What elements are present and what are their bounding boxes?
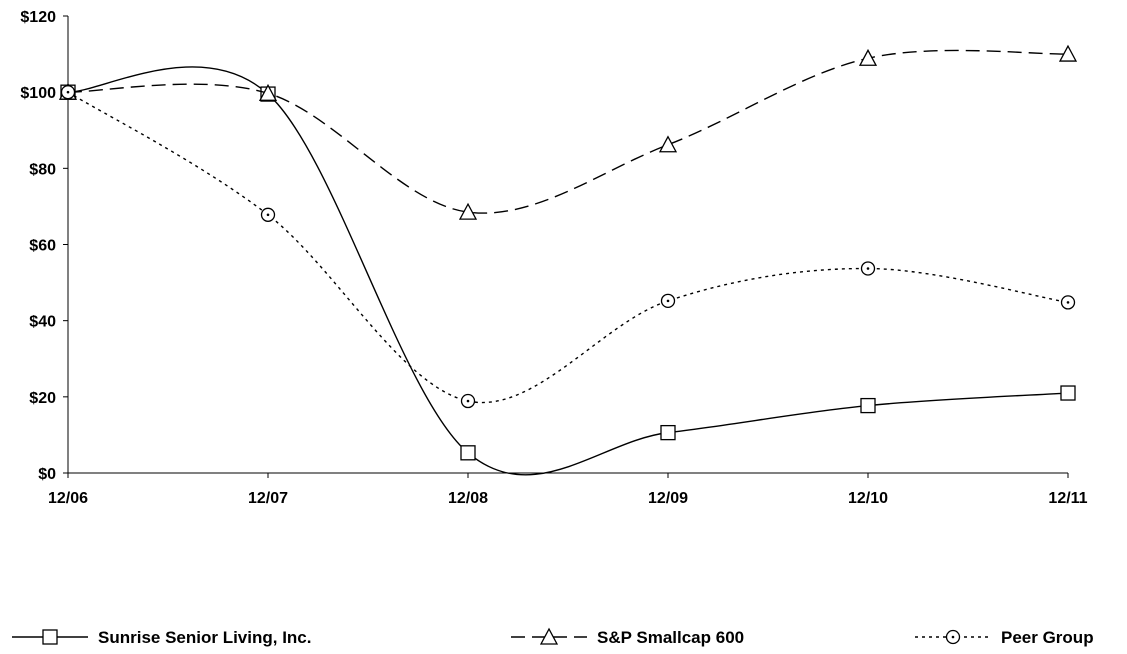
data-point-triangle (458, 202, 478, 220)
legend-label: Peer Group (1001, 628, 1094, 647)
series-line (67, 66, 1069, 476)
x-tick-label: 12/08 (448, 490, 488, 507)
x-axis: 12/06 12/07 12/08 12/09 12/10 12/11 (48, 472, 1088, 507)
series-line (67, 49, 1069, 214)
data-point-square (860, 397, 876, 414)
data-point-circle (660, 293, 676, 309)
y-tick-label: $40 (29, 314, 56, 331)
legend-item: Peer Group (915, 628, 1094, 647)
plot-series (58, 44, 1078, 476)
y-tick-label: $120 (20, 9, 56, 26)
y-tick-label: $20 (29, 390, 56, 407)
series-square (60, 66, 1076, 476)
x-tick-label: 12/10 (848, 490, 888, 507)
y-tick-label: $60 (29, 238, 56, 255)
x-tick-label: 12/06 (48, 490, 88, 507)
series-triangle (58, 44, 1078, 220)
data-point-square (460, 445, 476, 461)
x-tick-label: 12/09 (648, 490, 688, 507)
data-point-circle (260, 207, 276, 222)
data-point-square (660, 424, 676, 441)
data-point-square (1060, 385, 1076, 401)
y-tick-label: $100 (20, 85, 56, 102)
data-point-circle (60, 85, 76, 100)
x-tick-label: 12/11 (1048, 490, 1087, 507)
legend-item: Sunrise Senior Living, Inc. (12, 628, 312, 647)
y-tick-label: $80 (29, 161, 56, 178)
series-circle (60, 85, 1076, 409)
x-tick-label: 12/07 (248, 490, 288, 507)
data-point-circle (460, 393, 476, 409)
data-point-circle (860, 261, 876, 276)
data-point-triangle (1058, 44, 1078, 62)
data-point-triangle (658, 135, 678, 153)
legend-marker-square (42, 629, 58, 645)
data-point-triangle (858, 48, 878, 66)
y-axis: $0 $20 $40 $60 $80 $100 $120 (20, 9, 69, 483)
series-line (67, 91, 1069, 404)
y-tick-label: $0 (38, 466, 56, 483)
data-point-triangle (258, 83, 278, 101)
legend-marker-triangle (539, 627, 559, 645)
legend-label: S&P Smallcap 600 (597, 628, 744, 647)
data-point-circle (1060, 295, 1076, 310)
legend: Sunrise Senior Living, Inc. S&P Smallcap … (12, 627, 1094, 647)
legend-label: Sunrise Senior Living, Inc. (98, 628, 312, 647)
legend-marker-circle (945, 629, 961, 645)
legend-item: S&P Smallcap 600 (511, 627, 744, 647)
